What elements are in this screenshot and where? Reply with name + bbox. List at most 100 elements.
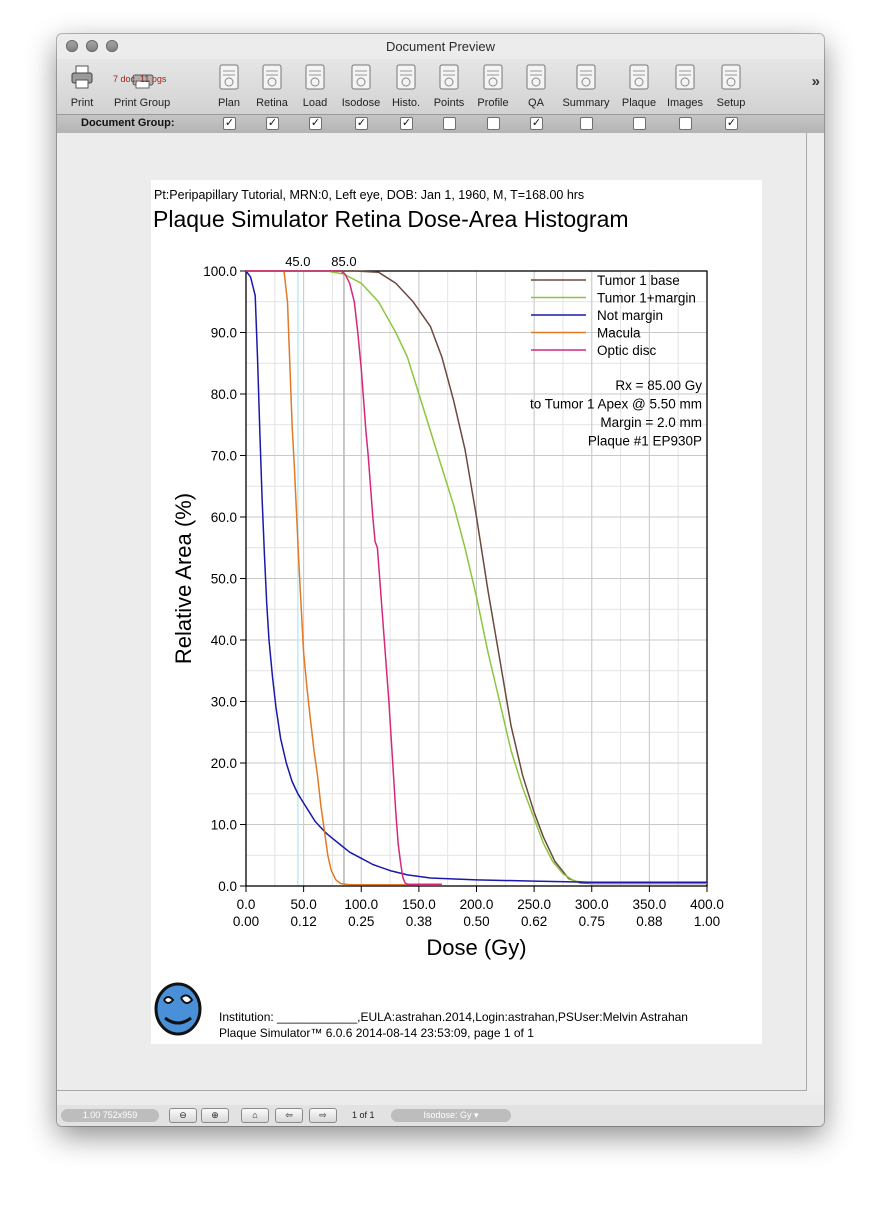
legend-entry: Optic disc xyxy=(597,343,657,358)
print-group-label: Print Group xyxy=(114,97,171,109)
plan-document-icon xyxy=(219,64,239,90)
zoom-readout: 1.00 752x959 xyxy=(61,1109,159,1122)
toolbar-item-label: Plan xyxy=(217,97,241,109)
x-tick-label-secondary: 0.88 xyxy=(636,914,662,929)
legend-entry: Tumor 1+margin xyxy=(597,291,696,306)
eye-physics-logo-icon xyxy=(154,982,202,1036)
toolbar-overflow-button[interactable]: » xyxy=(811,73,820,90)
group-checkbox-histo[interactable]: ✓ xyxy=(400,117,413,130)
toolbar-isodose-button[interactable]: Isodose xyxy=(333,63,389,109)
group-checkbox-plan[interactable]: ✓ xyxy=(223,117,236,130)
isodose-unit-label: Isodose: Gy xyxy=(423,1110,472,1120)
y-tick-label: 90.0 xyxy=(211,326,237,341)
toolbar-item-label: Isodose xyxy=(341,97,381,109)
home-icon: ⌂ xyxy=(252,1110,258,1120)
page-indicator: 1 of 1 xyxy=(352,1110,375,1120)
toolbar-item-label: Summary xyxy=(562,97,610,109)
zoom-window-button[interactable] xyxy=(106,40,118,52)
toolbar-item-label: Setup xyxy=(716,97,746,109)
legend-entry: Macula xyxy=(597,326,641,341)
x-tick-label: 300.0 xyxy=(575,897,609,912)
series-line-macula xyxy=(246,270,419,886)
toolbar-item-label: Points xyxy=(433,97,465,109)
prev-page-button[interactable]: ⇦ xyxy=(275,1108,303,1123)
x-tick-label-secondary: 0.62 xyxy=(521,914,547,929)
images-document-icon xyxy=(675,64,695,90)
y-axis-title: Relative Area (%) xyxy=(171,493,196,664)
preview-pane: Pt:Peripapillary Tutorial, MRN:0, Left e… xyxy=(57,133,807,1091)
group-checkbox-setup[interactable]: ✓ xyxy=(725,117,738,130)
isodose-unit-select[interactable]: Isodose: Gy ▾ xyxy=(391,1109,511,1122)
toolbar-qa-button[interactable]: QA xyxy=(508,63,564,109)
close-window-button[interactable] xyxy=(66,40,78,52)
toolbar-item-label: QA xyxy=(528,97,544,109)
minimize-window-button[interactable] xyxy=(86,40,98,52)
group-checkbox-profile[interactable] xyxy=(487,117,500,130)
toolbar-profile-button[interactable]: Profile xyxy=(465,63,521,109)
x-tick-label-secondary: 0.75 xyxy=(579,914,605,929)
toolbar-images-button[interactable]: Images xyxy=(657,63,713,109)
x-tick-label-secondary: 1.00 xyxy=(694,914,720,929)
home-button[interactable]: ⌂ xyxy=(241,1108,269,1123)
qa-document-icon xyxy=(526,64,546,90)
x-tick-label-secondary: 0.12 xyxy=(290,914,316,929)
group-checkbox-points[interactable] xyxy=(443,117,456,130)
summary-document-icon xyxy=(576,64,596,90)
status-bar: 1.00 752x959 ⊖ ⊕ ⌂ ⇦ ⇨ 1 of 1 Isodose: G… xyxy=(57,1105,824,1126)
document-page: Pt:Peripapillary Tutorial, MRN:0, Left e… xyxy=(151,180,762,1044)
points-document-icon xyxy=(439,64,459,90)
footer-line-2: Plaque Simulator™ 6.0.6 2014-08-14 23:53… xyxy=(219,1026,534,1040)
x-tick-label: 400.0 xyxy=(690,897,724,912)
footer-line-1: Institution: ____________,EULA:astrahan.… xyxy=(219,1010,688,1024)
zoom-in-icon: ⊕ xyxy=(211,1110,219,1120)
toolbar-histo-button[interactable]: Histo. xyxy=(378,63,434,109)
y-tick-label: 20.0 xyxy=(211,756,237,771)
series-line-tumor-1-margin xyxy=(246,270,707,884)
group-checkbox-isodose[interactable]: ✓ xyxy=(355,117,368,130)
x-tick-label: 0.0 xyxy=(237,897,256,912)
print-button[interactable]: Print xyxy=(57,63,110,109)
print-group-button[interactable]: Print Group xyxy=(114,63,170,109)
setup-document-icon xyxy=(721,64,741,90)
y-tick-label: 70.0 xyxy=(211,449,237,464)
profile-document-icon xyxy=(483,64,503,90)
group-checkbox-retina[interactable]: ✓ xyxy=(266,117,279,130)
toolbar-item-label: Plaque xyxy=(621,97,657,109)
preview-area[interactable]: Pt:Peripapillary Tutorial, MRN:0, Left e… xyxy=(57,133,824,1093)
next-page-button[interactable]: ⇨ xyxy=(309,1108,337,1123)
toolbar-plaque-button[interactable]: Plaque xyxy=(611,63,667,109)
legend-entry: Tumor 1 base xyxy=(597,273,680,288)
load-document-icon xyxy=(305,64,325,90)
toolbar-setup-button[interactable]: Setup xyxy=(703,63,759,109)
group-checkbox-plaque[interactable] xyxy=(633,117,646,130)
toolbar-item-label: Profile xyxy=(477,97,509,109)
prev-page-icon: ⇦ xyxy=(285,1110,293,1120)
x-tick-label-secondary: 0.00 xyxy=(233,914,259,929)
y-tick-label: 80.0 xyxy=(211,387,237,402)
x-tick-label: 150.0 xyxy=(402,897,436,912)
document-group-bar: Document Group: ✓ ✓ ✓ ✓ ✓ ✓ ✓ xyxy=(57,114,824,134)
toolbar-retina-button[interactable]: Retina xyxy=(244,63,300,109)
x-tick-label: 350.0 xyxy=(632,897,666,912)
toolbar-points-button[interactable]: Points xyxy=(421,63,477,109)
group-checkbox-load[interactable]: ✓ xyxy=(309,117,322,130)
toolbar-summary-button[interactable]: Summary xyxy=(558,63,614,109)
y-tick-label: 100.0 xyxy=(203,264,237,279)
toolbar-plan-button[interactable]: Plan xyxy=(201,63,257,109)
toolbar-item-label: Load xyxy=(302,97,328,109)
title-bar: Document Preview xyxy=(57,34,824,59)
toolbar-load-button[interactable]: Load xyxy=(287,63,343,109)
printer-stack-icon xyxy=(132,74,154,89)
x-tick-label: 250.0 xyxy=(517,897,551,912)
group-checkbox-summary[interactable] xyxy=(580,117,593,130)
histogram-document-icon xyxy=(396,64,416,90)
legend-entry: Not margin xyxy=(597,308,663,323)
y-tick-label: 0.0 xyxy=(218,879,237,894)
zoom-out-button[interactable]: ⊖ xyxy=(169,1108,197,1123)
zoom-in-button[interactable]: ⊕ xyxy=(201,1108,229,1123)
series-line-tumor-1-base xyxy=(246,270,707,885)
series-line-optic-disc xyxy=(246,270,442,885)
group-checkbox-qa[interactable]: ✓ xyxy=(530,117,543,130)
group-checkbox-images[interactable] xyxy=(679,117,692,130)
chart-annotation: to Tumor 1 Apex @ 5.50 mm xyxy=(530,397,702,412)
